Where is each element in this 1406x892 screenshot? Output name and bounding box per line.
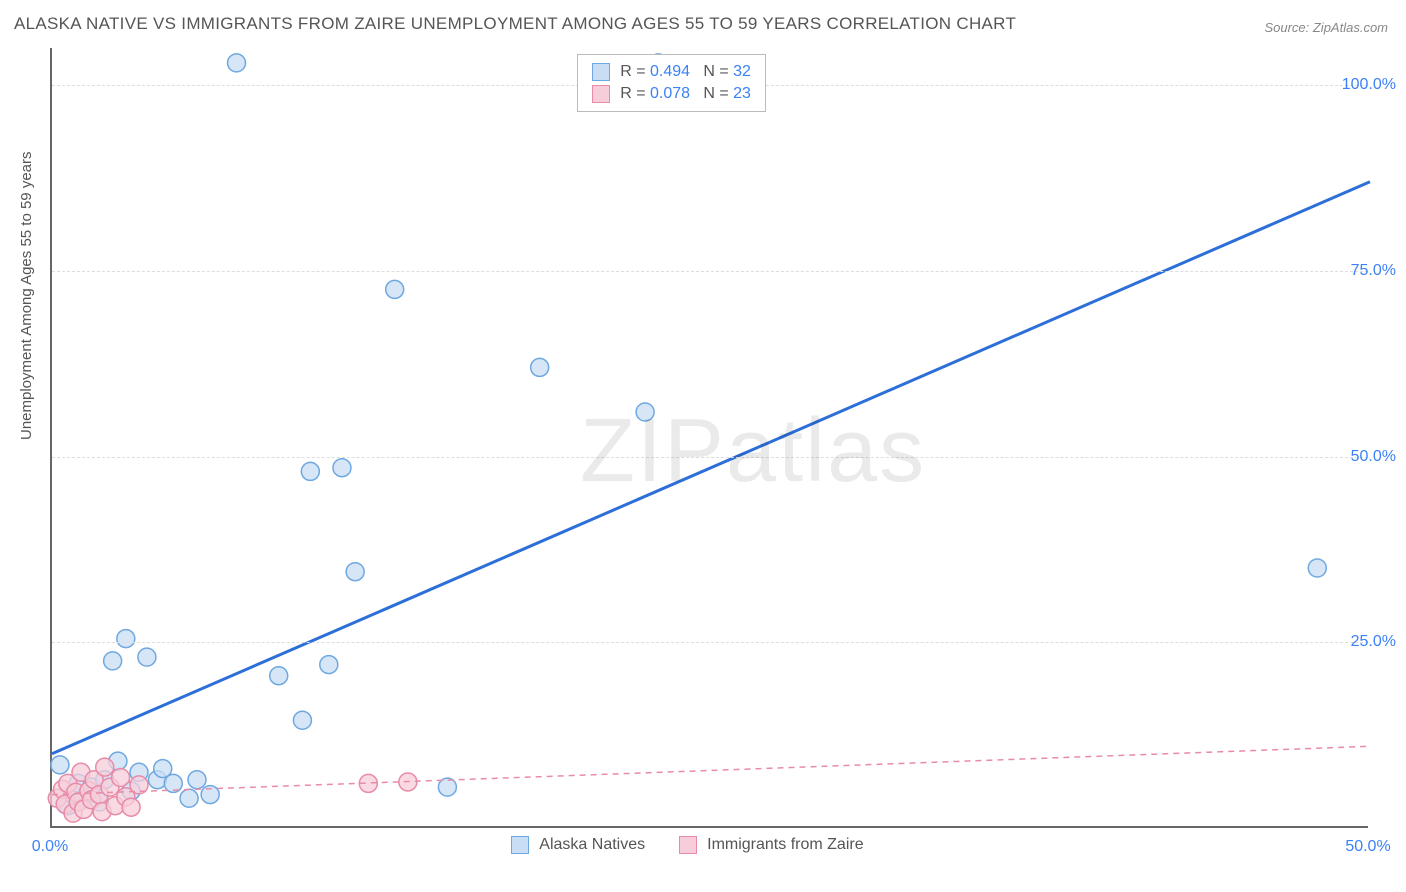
y-tick-label: 75.0%	[1351, 262, 1396, 280]
plot-area	[50, 48, 1368, 828]
data-point[interactable]	[636, 403, 654, 421]
data-point[interactable]	[188, 771, 206, 789]
y-tick-label: 25.0%	[1351, 633, 1396, 651]
legend-text: R = 0.078 N = 23	[620, 85, 751, 103]
data-point[interactable]	[104, 652, 122, 670]
trend-line	[52, 746, 1370, 794]
y-axis-title: Unemployment Among Ages 55 to 59 years	[18, 151, 35, 440]
chart-title: ALASKA NATIVE VS IMMIGRANTS FROM ZAIRE U…	[14, 14, 1016, 34]
data-point[interactable]	[122, 798, 140, 816]
y-tick-label: 100.0%	[1342, 76, 1396, 94]
correlation-legend: R = 0.494 N = 32 R = 0.078 N = 23	[577, 54, 766, 112]
data-point[interactable]	[51, 756, 69, 774]
data-point[interactable]	[270, 667, 288, 685]
data-point[interactable]	[293, 711, 311, 729]
legend-swatch	[511, 836, 529, 854]
data-point[interactable]	[138, 648, 156, 666]
trend-line	[52, 182, 1370, 754]
chart-container: ALASKA NATIVE VS IMMIGRANTS FROM ZAIRE U…	[0, 0, 1406, 892]
data-point[interactable]	[180, 789, 198, 807]
data-point[interactable]	[320, 656, 338, 674]
data-point[interactable]	[117, 630, 135, 648]
legend-row: R = 0.494 N = 32	[592, 61, 751, 83]
data-point[interactable]	[301, 462, 319, 480]
data-point[interactable]	[112, 768, 130, 786]
series-legend: Alaska Natives Immigrants from Zaire	[511, 836, 887, 854]
plot-svg	[52, 48, 1368, 826]
gridline	[52, 271, 1368, 272]
gridline	[52, 642, 1368, 643]
x-tick-label: 50.0%	[1345, 838, 1390, 856]
legend-swatch	[592, 85, 610, 103]
data-point[interactable]	[96, 758, 114, 776]
data-point[interactable]	[333, 459, 351, 477]
legend-text: R = 0.494 N = 32	[620, 63, 751, 81]
legend-row: R = 0.078 N = 23	[592, 83, 751, 105]
x-tick-label: 0.0%	[32, 838, 68, 856]
legend-label: Alaska Natives	[539, 836, 645, 854]
data-point[interactable]	[531, 358, 549, 376]
data-point[interactable]	[228, 54, 246, 72]
legend-swatch	[679, 836, 697, 854]
legend-swatch	[592, 63, 610, 81]
data-point[interactable]	[1308, 559, 1326, 577]
y-tick-label: 50.0%	[1351, 448, 1396, 466]
data-point[interactable]	[386, 280, 404, 298]
source-attribution: Source: ZipAtlas.com	[1264, 20, 1388, 35]
gridline	[52, 457, 1368, 458]
legend-label: Immigrants from Zaire	[707, 836, 863, 854]
data-point[interactable]	[346, 563, 364, 581]
